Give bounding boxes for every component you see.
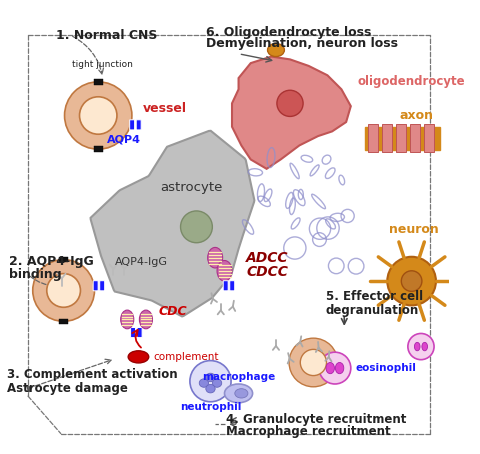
Bar [410, 124, 420, 152]
Text: vessel: vessel [143, 102, 187, 114]
Text: oligodendrocyte: oligodendrocyte [357, 75, 465, 89]
Polygon shape [365, 127, 440, 150]
Circle shape [319, 352, 351, 384]
Text: ADCC: ADCC [246, 251, 288, 265]
Bar [424, 124, 434, 152]
Text: Astrocyte damage: Astrocyte damage [8, 382, 128, 395]
Ellipse shape [217, 261, 232, 281]
Text: 5. Effector cell: 5. Effector cell [325, 291, 423, 303]
Ellipse shape [139, 310, 153, 329]
FancyBboxPatch shape [131, 327, 135, 338]
Text: AQP4: AQP4 [108, 135, 142, 145]
Text: 6. Oligodendrocyte loss: 6. Oligodendrocyte loss [206, 26, 371, 39]
Ellipse shape [267, 44, 284, 57]
Text: CDC: CDC [159, 306, 188, 318]
Bar [59, 319, 68, 324]
Bar [382, 124, 392, 152]
Ellipse shape [120, 310, 134, 329]
Polygon shape [232, 57, 351, 169]
FancyBboxPatch shape [100, 281, 105, 291]
Circle shape [190, 360, 231, 402]
FancyBboxPatch shape [230, 281, 235, 291]
Ellipse shape [208, 247, 223, 268]
Circle shape [47, 274, 81, 307]
Ellipse shape [422, 342, 428, 351]
Text: CDCC: CDCC [246, 265, 288, 279]
Bar [94, 146, 103, 152]
Ellipse shape [128, 351, 149, 363]
Text: complement: complement [154, 352, 219, 362]
Text: axon: axon [399, 109, 433, 122]
Ellipse shape [206, 373, 215, 382]
Text: macrophage: macrophage [202, 371, 275, 381]
Circle shape [408, 334, 434, 360]
Ellipse shape [206, 385, 215, 393]
Text: 4. Granulocyte recruitment: 4. Granulocyte recruitment [227, 413, 407, 426]
Text: Macrophage recruitment: Macrophage recruitment [227, 425, 391, 438]
Circle shape [33, 260, 95, 321]
Text: eosinophil: eosinophil [356, 363, 416, 373]
Text: 2. AQP4-IgG: 2. AQP4-IgG [9, 255, 94, 268]
Bar [368, 124, 378, 152]
Circle shape [80, 97, 117, 134]
Text: tight junction: tight junction [72, 60, 133, 69]
Text: AQP4-IgG: AQP4-IgG [115, 257, 168, 267]
Text: binding: binding [9, 268, 62, 281]
Ellipse shape [414, 342, 420, 351]
Polygon shape [91, 131, 254, 316]
Text: degranulation: degranulation [325, 304, 419, 316]
Text: Demyelination, neuron loss: Demyelination, neuron loss [206, 37, 398, 50]
Ellipse shape [212, 379, 222, 387]
FancyBboxPatch shape [130, 120, 134, 130]
Circle shape [401, 271, 422, 291]
FancyBboxPatch shape [136, 120, 141, 130]
Ellipse shape [225, 384, 252, 403]
Ellipse shape [326, 362, 335, 374]
Circle shape [277, 90, 303, 116]
FancyBboxPatch shape [137, 327, 142, 338]
Ellipse shape [235, 389, 248, 398]
Bar [94, 79, 103, 84]
Text: 3. Complement activation: 3. Complement activation [8, 368, 178, 381]
FancyBboxPatch shape [93, 281, 98, 291]
FancyBboxPatch shape [223, 281, 228, 291]
Circle shape [289, 338, 338, 387]
Bar [396, 124, 406, 152]
Ellipse shape [336, 362, 344, 374]
Circle shape [387, 257, 436, 306]
Text: astrocyte: astrocyte [161, 181, 223, 194]
Ellipse shape [199, 379, 209, 387]
Circle shape [64, 82, 132, 149]
Text: 1. Normal CNS: 1. Normal CNS [56, 29, 157, 41]
Circle shape [300, 350, 326, 375]
Bar [59, 257, 68, 262]
Text: neuron: neuron [389, 223, 438, 236]
Circle shape [180, 211, 212, 243]
Text: neutrophil: neutrophil [180, 402, 241, 412]
